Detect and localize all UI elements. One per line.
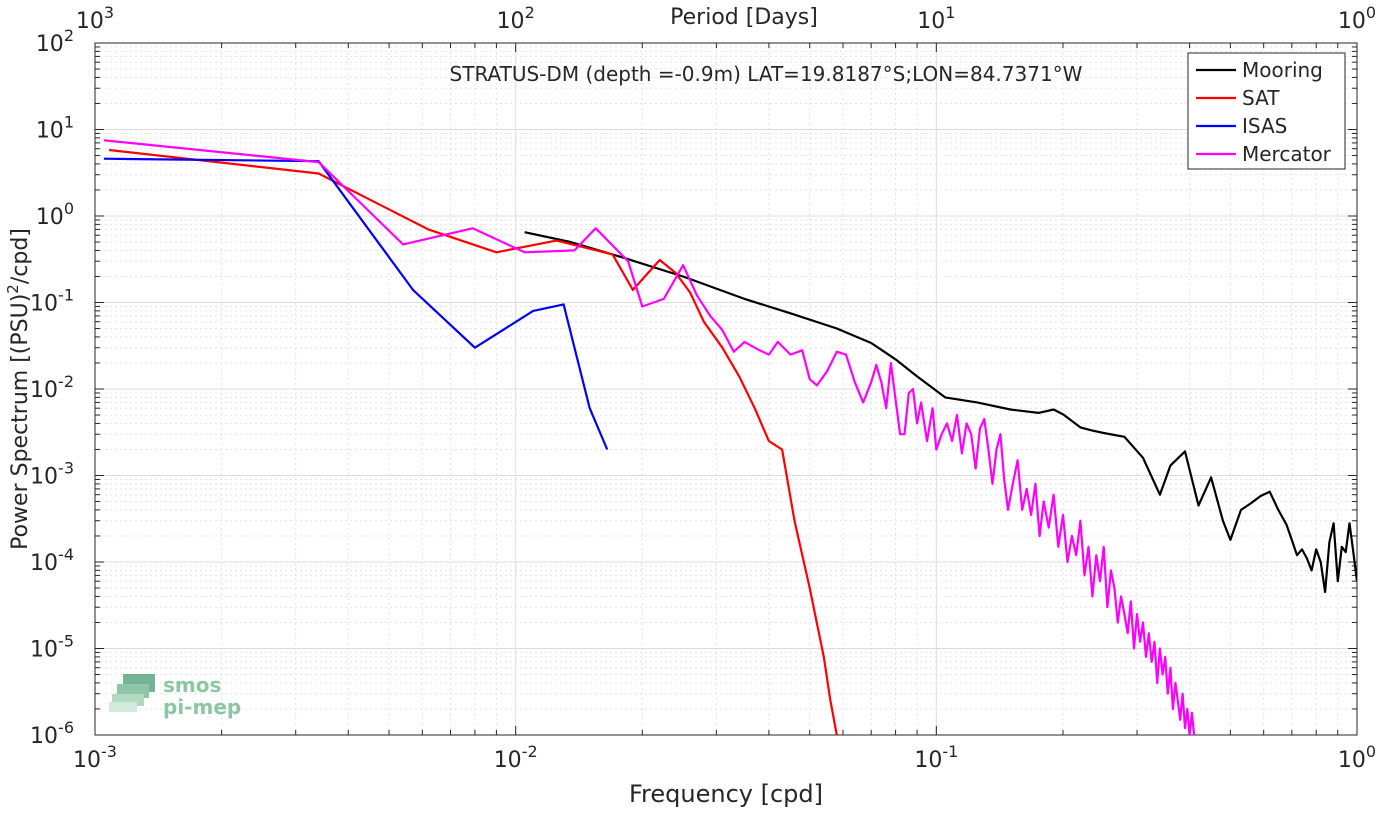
y-tick-label-base: 10 (30, 292, 58, 317)
y-tick-label-exp: -2 (58, 372, 74, 391)
y-tick-label-exp: -4 (58, 545, 74, 564)
y-tick-label-base: 10 (36, 205, 64, 230)
top-tick-label-base: 10 (917, 9, 945, 34)
x-tick-label: 10-3 (73, 742, 117, 773)
y-tick-label-base: 10 (36, 119, 64, 144)
x-tick-label-exp: -2 (522, 742, 538, 761)
series-line-mooring (524, 231, 1357, 594)
x-tick-label: 10-2 (494, 742, 538, 773)
y-tick-label: 102 (36, 26, 74, 57)
top-axis-label: Period [Days] (670, 5, 818, 30)
legend-label-mooring: Mooring (1242, 58, 1323, 82)
series-line-mercator (103, 139, 1196, 735)
top-tick-label-exp: 0 (1366, 3, 1376, 22)
y-tick-label-exp: -1 (58, 286, 74, 305)
y-tick-label-exp: -6 (58, 718, 74, 737)
logo-text-smos: smos (163, 673, 221, 697)
y-tick-label-base: 10 (30, 378, 58, 403)
chart-title: STRATUS-DM (depth =-0.9m) LAT=19.8187°S;… (450, 62, 1083, 86)
series-line-sat (108, 148, 838, 735)
y-axis-label-tail: /cpd] (8, 228, 33, 284)
x-tick-label-exp: -1 (942, 742, 958, 761)
axis-ticks (94, 42, 1358, 736)
y-tick-label: 10-4 (30, 545, 74, 576)
y-axis-label: Power Spectrum [(PSU)2/cpd] (4, 228, 33, 550)
y-tick-label: 10-3 (30, 459, 74, 490)
y-tick-label: 101 (36, 113, 74, 144)
x-tick-label-base: 10 (494, 748, 522, 773)
top-tick-label-exp: 3 (104, 3, 114, 22)
y-axis-label-main: Power Spectrum [(PSU) (8, 294, 33, 550)
top-tick-label: 103 (76, 3, 114, 34)
top-tick-label-exp: 2 (525, 3, 535, 22)
x-tick-label-base: 10 (1338, 748, 1366, 773)
y-tick-label-base: 10 (36, 32, 64, 57)
series-line-isas (103, 157, 609, 450)
legend-label-isas: ISAS (1242, 114, 1287, 138)
top-tick-label: 100 (1338, 3, 1376, 34)
y-tick-label: 10-2 (30, 372, 74, 403)
y-tick-label-exp: 1 (64, 113, 74, 132)
y-tick-label-base: 10 (30, 638, 58, 663)
y-tick-label-exp: -5 (58, 632, 74, 651)
top-tick-label: 102 (497, 3, 535, 34)
x-tick-label-base: 10 (73, 748, 101, 773)
y-tick-label-exp: 0 (64, 199, 74, 218)
legend: Mooring SAT ISAS Mercator (1187, 52, 1346, 170)
x-tick-label-exp: -3 (101, 742, 117, 761)
y-tick-label: 10-1 (30, 286, 74, 317)
y-tick-label-base: 10 (30, 724, 58, 749)
y-tick-label-base: 10 (30, 551, 58, 576)
y-axis-label-sup: 2 (4, 284, 22, 294)
y-tick-label-exp: -3 (58, 459, 74, 478)
legend-box (1187, 52, 1346, 170)
logo-icon (109, 674, 155, 712)
y-tick-label: 10-6 (30, 718, 74, 749)
series-lines (103, 139, 1357, 735)
y-tick-label-base: 10 (30, 465, 58, 490)
legend-label-mercator: Mercator (1242, 142, 1332, 166)
y-tick-label-exp: 2 (64, 26, 74, 45)
x-axis-label: Frequency [cpd] (629, 780, 823, 808)
top-tick-label-exp: 1 (945, 3, 955, 22)
y-tick-label: 10-5 (30, 632, 74, 663)
x-tick-label: 100 (1338, 742, 1376, 773)
major-grid (94, 42, 1358, 736)
smos-pi-mep-logo: smos pi-mep (109, 673, 241, 719)
top-tick-label: 101 (917, 3, 955, 34)
top-tick-label-base: 10 (497, 9, 525, 34)
top-tick-label-base: 10 (1338, 9, 1366, 34)
logo-text-pi-mep: pi-mep (163, 695, 241, 719)
x-tick-label: 10-1 (914, 742, 958, 773)
y-tick-label: 100 (36, 199, 74, 230)
legend-label-sat: SAT (1242, 86, 1280, 110)
top-tick-label-base: 10 (76, 9, 104, 34)
x-tick-label-base: 10 (914, 748, 942, 773)
x-tick-label-exp: 0 (1366, 742, 1376, 761)
